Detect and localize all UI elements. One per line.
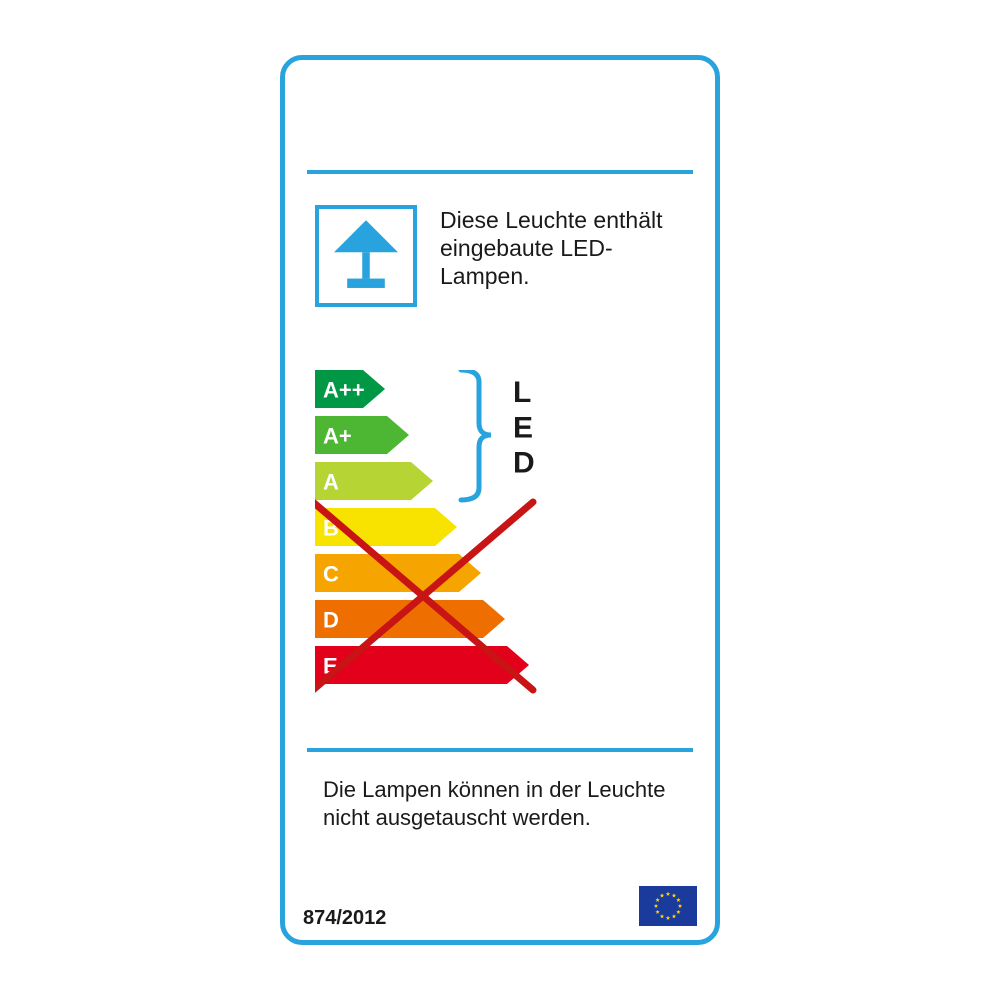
divider-top <box>307 170 693 174</box>
top-description: Diese Leuchte enthält eingebaute LED-Lam… <box>440 206 687 290</box>
energy-bar-label: D <box>323 607 339 632</box>
led-bracket <box>461 370 491 500</box>
led-letter: D <box>513 447 535 480</box>
energy-bar-label: A++ <box>323 377 365 402</box>
lamp-icon <box>319 209 413 303</box>
eu-flag-icon <box>639 886 697 926</box>
eu-flag <box>639 886 697 926</box>
led-letter: L <box>513 376 531 409</box>
divider-mid <box>307 748 693 752</box>
energy-bar-label: C <box>323 561 339 586</box>
bottom-description: Die Lampen können in der Leuchte nicht a… <box>323 776 677 831</box>
energy-bar-label: A+ <box>323 423 352 448</box>
energy-bar-label: A <box>323 469 339 494</box>
regulation-number: 874/2012 <box>303 907 386 930</box>
lamp-icon-box <box>315 205 417 307</box>
energy-class-chart-svg: A++A+ABCDELED <box>315 370 695 720</box>
energy-class-chart: A++A+ABCDELED <box>315 370 695 720</box>
led-letter: E <box>513 411 533 444</box>
energy-label: Diese Leuchte enthält eingebaute LED-Lam… <box>280 55 720 945</box>
